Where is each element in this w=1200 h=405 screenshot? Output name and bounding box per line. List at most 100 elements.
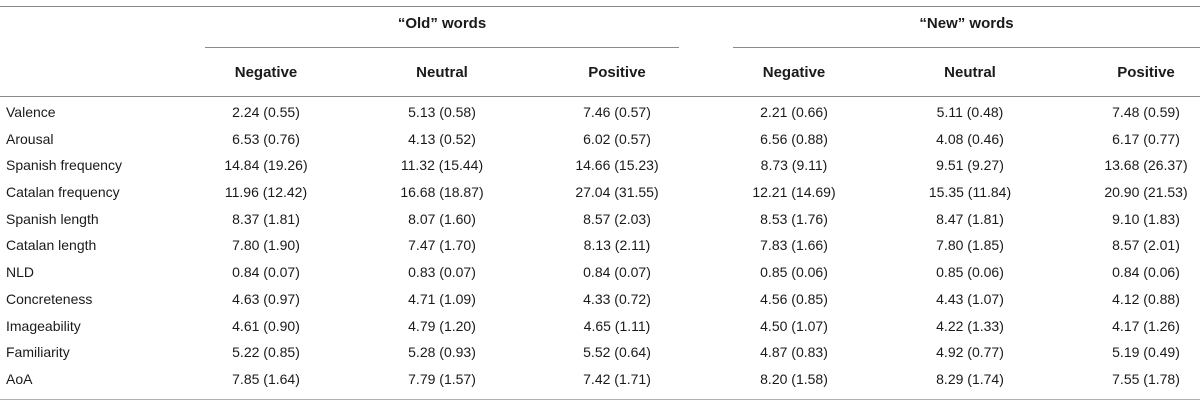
table-cell: 5.22 (0.85) bbox=[232, 344, 300, 361]
table-cell: 4.17 (1.26) bbox=[1112, 317, 1180, 334]
table-cell: 11.96 (12.42) bbox=[224, 184, 308, 201]
table-row: Spanish length 8.37 (1.81) 8.07 (1.60) 8.57… bbox=[0, 206, 1200, 233]
table-cell: 4.71 (1.09) bbox=[408, 290, 476, 307]
table-row: Valence 2.24 (0.55) 5.13 (0.58) 7.46 (0.57)… bbox=[0, 99, 1200, 126]
table-cell: 7.80 (1.90) bbox=[232, 237, 300, 254]
row-label: Spanish frequency bbox=[6, 157, 122, 174]
table-cell: 4.56 (0.85) bbox=[760, 290, 828, 307]
table-row: Arousal 6.53 (0.76) 4.13 (0.52) 6.02 (0.57)… bbox=[0, 126, 1200, 153]
table-cell: 27.04 (31.55) bbox=[575, 184, 659, 201]
table-cell: 4.22 (1.33) bbox=[936, 317, 1004, 334]
table-cell: 15.35 (11.84) bbox=[928, 184, 1012, 201]
table-cell: 4.87 (0.83) bbox=[760, 344, 828, 361]
column-header-old-positive: Positive bbox=[588, 64, 646, 81]
column-header-new-positive: Positive bbox=[1117, 64, 1175, 81]
table-cell: 4.65 (1.11) bbox=[583, 317, 651, 334]
table-cell: 2.24 (0.55) bbox=[232, 104, 300, 120]
bottom-rule bbox=[0, 399, 1200, 400]
table-cell: 5.28 (0.93) bbox=[408, 344, 476, 361]
table-cell: 8.29 (1.74) bbox=[936, 370, 1004, 387]
column-header-old-negative: Negative bbox=[234, 64, 298, 81]
table-cell: 16.68 (18.87) bbox=[400, 184, 484, 201]
table-row: AoA 7.85 (1.64) 7.79 (1.57) 7.42 (1.71) 8.20… bbox=[0, 366, 1200, 393]
table-cell: 0.84 (0.06) bbox=[1112, 264, 1180, 281]
table-cell: 7.79 (1.57) bbox=[408, 370, 476, 387]
table-body: Valence 2.24 (0.55) 5.13 (0.58) 7.46 (0.57)… bbox=[0, 99, 1200, 393]
table-cell: 8.73 (9.11) bbox=[760, 157, 828, 174]
table-cell: 6.56 (0.88) bbox=[760, 130, 828, 147]
table-cell: 8.13 (2.11) bbox=[583, 237, 651, 254]
column-header-new-negative: Negative bbox=[762, 64, 826, 81]
row-label: Catalan length bbox=[6, 237, 97, 254]
table-cell: 5.19 (0.49) bbox=[1112, 344, 1180, 361]
table-cell: 0.84 (0.07) bbox=[232, 264, 300, 281]
row-label: AoA bbox=[6, 370, 33, 387]
group-header-new-words: “New” words bbox=[919, 15, 1014, 32]
table-cell: 4.43 (1.07) bbox=[936, 290, 1004, 307]
table-cell: 5.52 (0.64) bbox=[583, 344, 651, 361]
table-cell: 0.83 (0.07) bbox=[408, 264, 476, 281]
row-label: Concreteness bbox=[6, 290, 93, 307]
row-label: Familiarity bbox=[6, 344, 70, 361]
table-row: Catalan frequency 11.96 (12.42) 16.68 (18.… bbox=[0, 179, 1200, 206]
table-cell: 4.12 (0.88) bbox=[1112, 290, 1180, 307]
table-cell: 9.10 (1.83) bbox=[1112, 210, 1180, 227]
table-cell: 7.80 (1.85) bbox=[936, 237, 1004, 254]
column-header-new-neutral: Neutral bbox=[944, 64, 996, 81]
row-label: Arousal bbox=[6, 130, 54, 147]
table-cell: 4.92 (0.77) bbox=[936, 344, 1004, 361]
column-header-old-neutral: Neutral bbox=[416, 64, 468, 81]
table-cell: 7.55 (1.78) bbox=[1112, 370, 1180, 387]
table-cell: 5.13 (0.58) bbox=[408, 104, 476, 120]
table-cell: 4.08 (0.46) bbox=[936, 130, 1004, 147]
table-cell: 2.21 (0.66) bbox=[760, 104, 828, 120]
table-cell: 0.84 (0.07) bbox=[583, 264, 651, 281]
table-cell: 4.63 (0.97) bbox=[232, 290, 300, 307]
table-cell: 7.83 (1.66) bbox=[760, 237, 828, 254]
table-cell: 20.90 (21.53) bbox=[1104, 184, 1188, 201]
table-row: Concreteness 4.63 (0.97) 4.71 (1.09) 4.33 (… bbox=[0, 286, 1200, 313]
table-row: NLD 0.84 (0.07) 0.83 (0.07) 0.84 (0.07) 0.85… bbox=[0, 259, 1200, 286]
table-cell: 0.85 (0.06) bbox=[936, 264, 1004, 281]
table-cell: 8.47 (1.81) bbox=[936, 210, 1004, 227]
table-cell: 12.21 (14.69) bbox=[752, 184, 836, 201]
header-rule bbox=[0, 96, 1200, 97]
table-cell: 4.13 (0.52) bbox=[408, 130, 476, 147]
group-rule-old-words bbox=[205, 47, 679, 48]
group-header-old-words: “Old” words bbox=[397, 15, 487, 32]
table-cell: 0.85 (0.06) bbox=[760, 264, 828, 281]
table-cell: 8.37 (1.81) bbox=[232, 210, 300, 227]
table-cell: 7.47 (1.70) bbox=[408, 237, 476, 254]
table-cell: 6.17 (0.77) bbox=[1112, 130, 1180, 147]
group-rule-new-words bbox=[733, 47, 1200, 48]
row-label: Spanish length bbox=[6, 210, 99, 227]
table-cell: 9.51 (9.27) bbox=[936, 157, 1004, 174]
table-cell: 8.57 (2.01) bbox=[1112, 237, 1180, 254]
table-cell: 8.53 (1.76) bbox=[760, 210, 828, 227]
table-cell: 4.61 (0.90) bbox=[232, 317, 300, 334]
table-cell: 8.07 (1.60) bbox=[408, 210, 476, 227]
table-cell: 6.02 (0.57) bbox=[583, 130, 651, 147]
table-cell: 8.57 (2.03) bbox=[583, 210, 651, 227]
table-cell: 7.85 (1.64) bbox=[232, 370, 300, 387]
table-cell: 4.50 (1.07) bbox=[760, 317, 828, 334]
top-rule bbox=[0, 6, 1200, 7]
table-cell: 11.32 (15.44) bbox=[400, 157, 484, 174]
row-label: Catalan frequency bbox=[6, 184, 120, 201]
table-row: Spanish frequency 14.84 (19.26) 11.32 (15.… bbox=[0, 152, 1200, 179]
row-label: Valence bbox=[6, 104, 56, 120]
table-cell: 7.48 (0.59) bbox=[1112, 104, 1180, 120]
table-cell: 7.42 (1.71) bbox=[583, 370, 651, 387]
table-cell: 14.66 (15.23) bbox=[575, 157, 659, 174]
table-cell: 6.53 (0.76) bbox=[232, 130, 300, 147]
row-label: NLD bbox=[6, 264, 35, 281]
table-cell: 8.20 (1.58) bbox=[760, 370, 828, 387]
table-cell: 5.11 (0.48) bbox=[936, 104, 1004, 120]
table-cell: 7.46 (0.57) bbox=[583, 104, 651, 120]
table-cell: 14.84 (19.26) bbox=[224, 157, 308, 174]
table-cell: 4.33 (0.72) bbox=[583, 290, 651, 307]
row-label: Imageability bbox=[6, 317, 81, 334]
table-row: Imageability 4.61 (0.90) 4.79 (1.20) 4.65 (… bbox=[0, 313, 1200, 340]
table-cell: 4.79 (1.20) bbox=[408, 317, 476, 334]
table-cell: 13.68 (26.37) bbox=[1104, 157, 1188, 174]
